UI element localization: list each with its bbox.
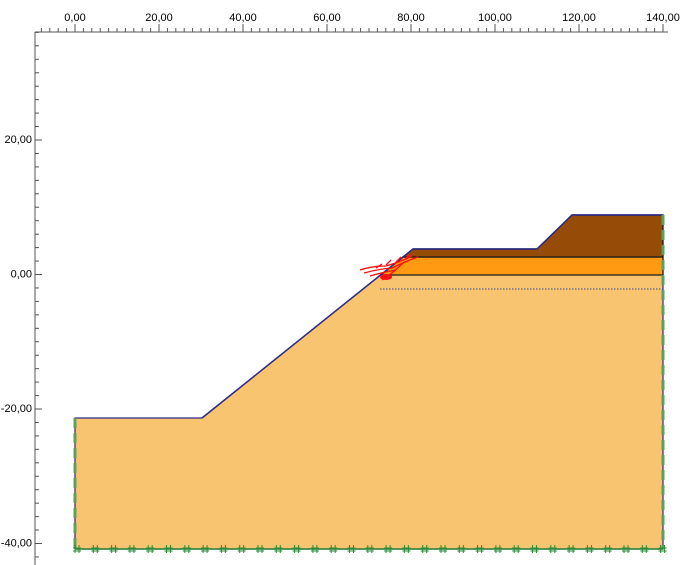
top-ruler-label: 40,00	[229, 12, 257, 24]
fixity-mark	[292, 545, 301, 553]
fixity-mark	[585, 545, 594, 553]
fixity-mark	[384, 545, 393, 553]
fixity-mark	[640, 545, 649, 553]
fixity-mark	[347, 545, 356, 553]
fixity-mark	[310, 545, 319, 553]
surface-line	[201, 214, 663, 419]
top-ruler-label: 100,00	[478, 12, 512, 24]
fixity-mark	[329, 545, 338, 553]
fixity-mark	[146, 545, 155, 553]
left-ruler-label: 0,00	[11, 268, 32, 280]
fixity-mark	[237, 545, 246, 553]
fixity-mark	[127, 545, 136, 553]
top-ruler-label: 0,00	[64, 12, 85, 24]
left-ruler-label: 20,00	[4, 134, 32, 146]
fixity-mark	[658, 545, 667, 553]
fixity-mark	[402, 545, 411, 553]
fixity-mark	[512, 545, 521, 553]
fixity-mark	[548, 545, 557, 553]
fixity-mark	[256, 545, 264, 553]
left-ruler-label: -20,00	[1, 403, 32, 415]
fixity-mark	[365, 545, 374, 553]
fixity-mark	[567, 545, 576, 553]
fixity-mark	[603, 545, 612, 553]
top-ruler-label: 20,00	[145, 12, 173, 24]
top-ruler-label: 120,00	[562, 12, 596, 24]
left-ruler-label: -40,00	[1, 537, 32, 549]
fixity-mark	[457, 545, 466, 553]
fixity-mark	[622, 545, 630, 553]
fixity-mark	[493, 545, 502, 553]
fixity-mark	[109, 545, 118, 553]
fixity-mark	[91, 545, 100, 553]
fixity-mark	[73, 545, 81, 553]
fixity-mark	[274, 545, 283, 553]
top-ruler-label: 60,00	[313, 12, 341, 24]
fixity-mark	[530, 545, 539, 553]
fixity-mark	[475, 545, 484, 553]
fixity-mark	[164, 545, 173, 553]
ruler-ticks	[35, 24, 664, 558]
top-ruler-label: 80,00	[397, 12, 425, 24]
fixity-mark	[182, 545, 191, 553]
bottom-fixities	[73, 545, 667, 553]
top-ruler-label: 140,00	[646, 12, 680, 24]
fixity-mark	[420, 545, 429, 553]
fixity-mark	[201, 545, 210, 553]
soil-layer-middle	[379, 256, 664, 276]
fixity-mark	[439, 545, 447, 553]
failure-core	[380, 274, 392, 280]
fixity-mark	[219, 545, 228, 553]
